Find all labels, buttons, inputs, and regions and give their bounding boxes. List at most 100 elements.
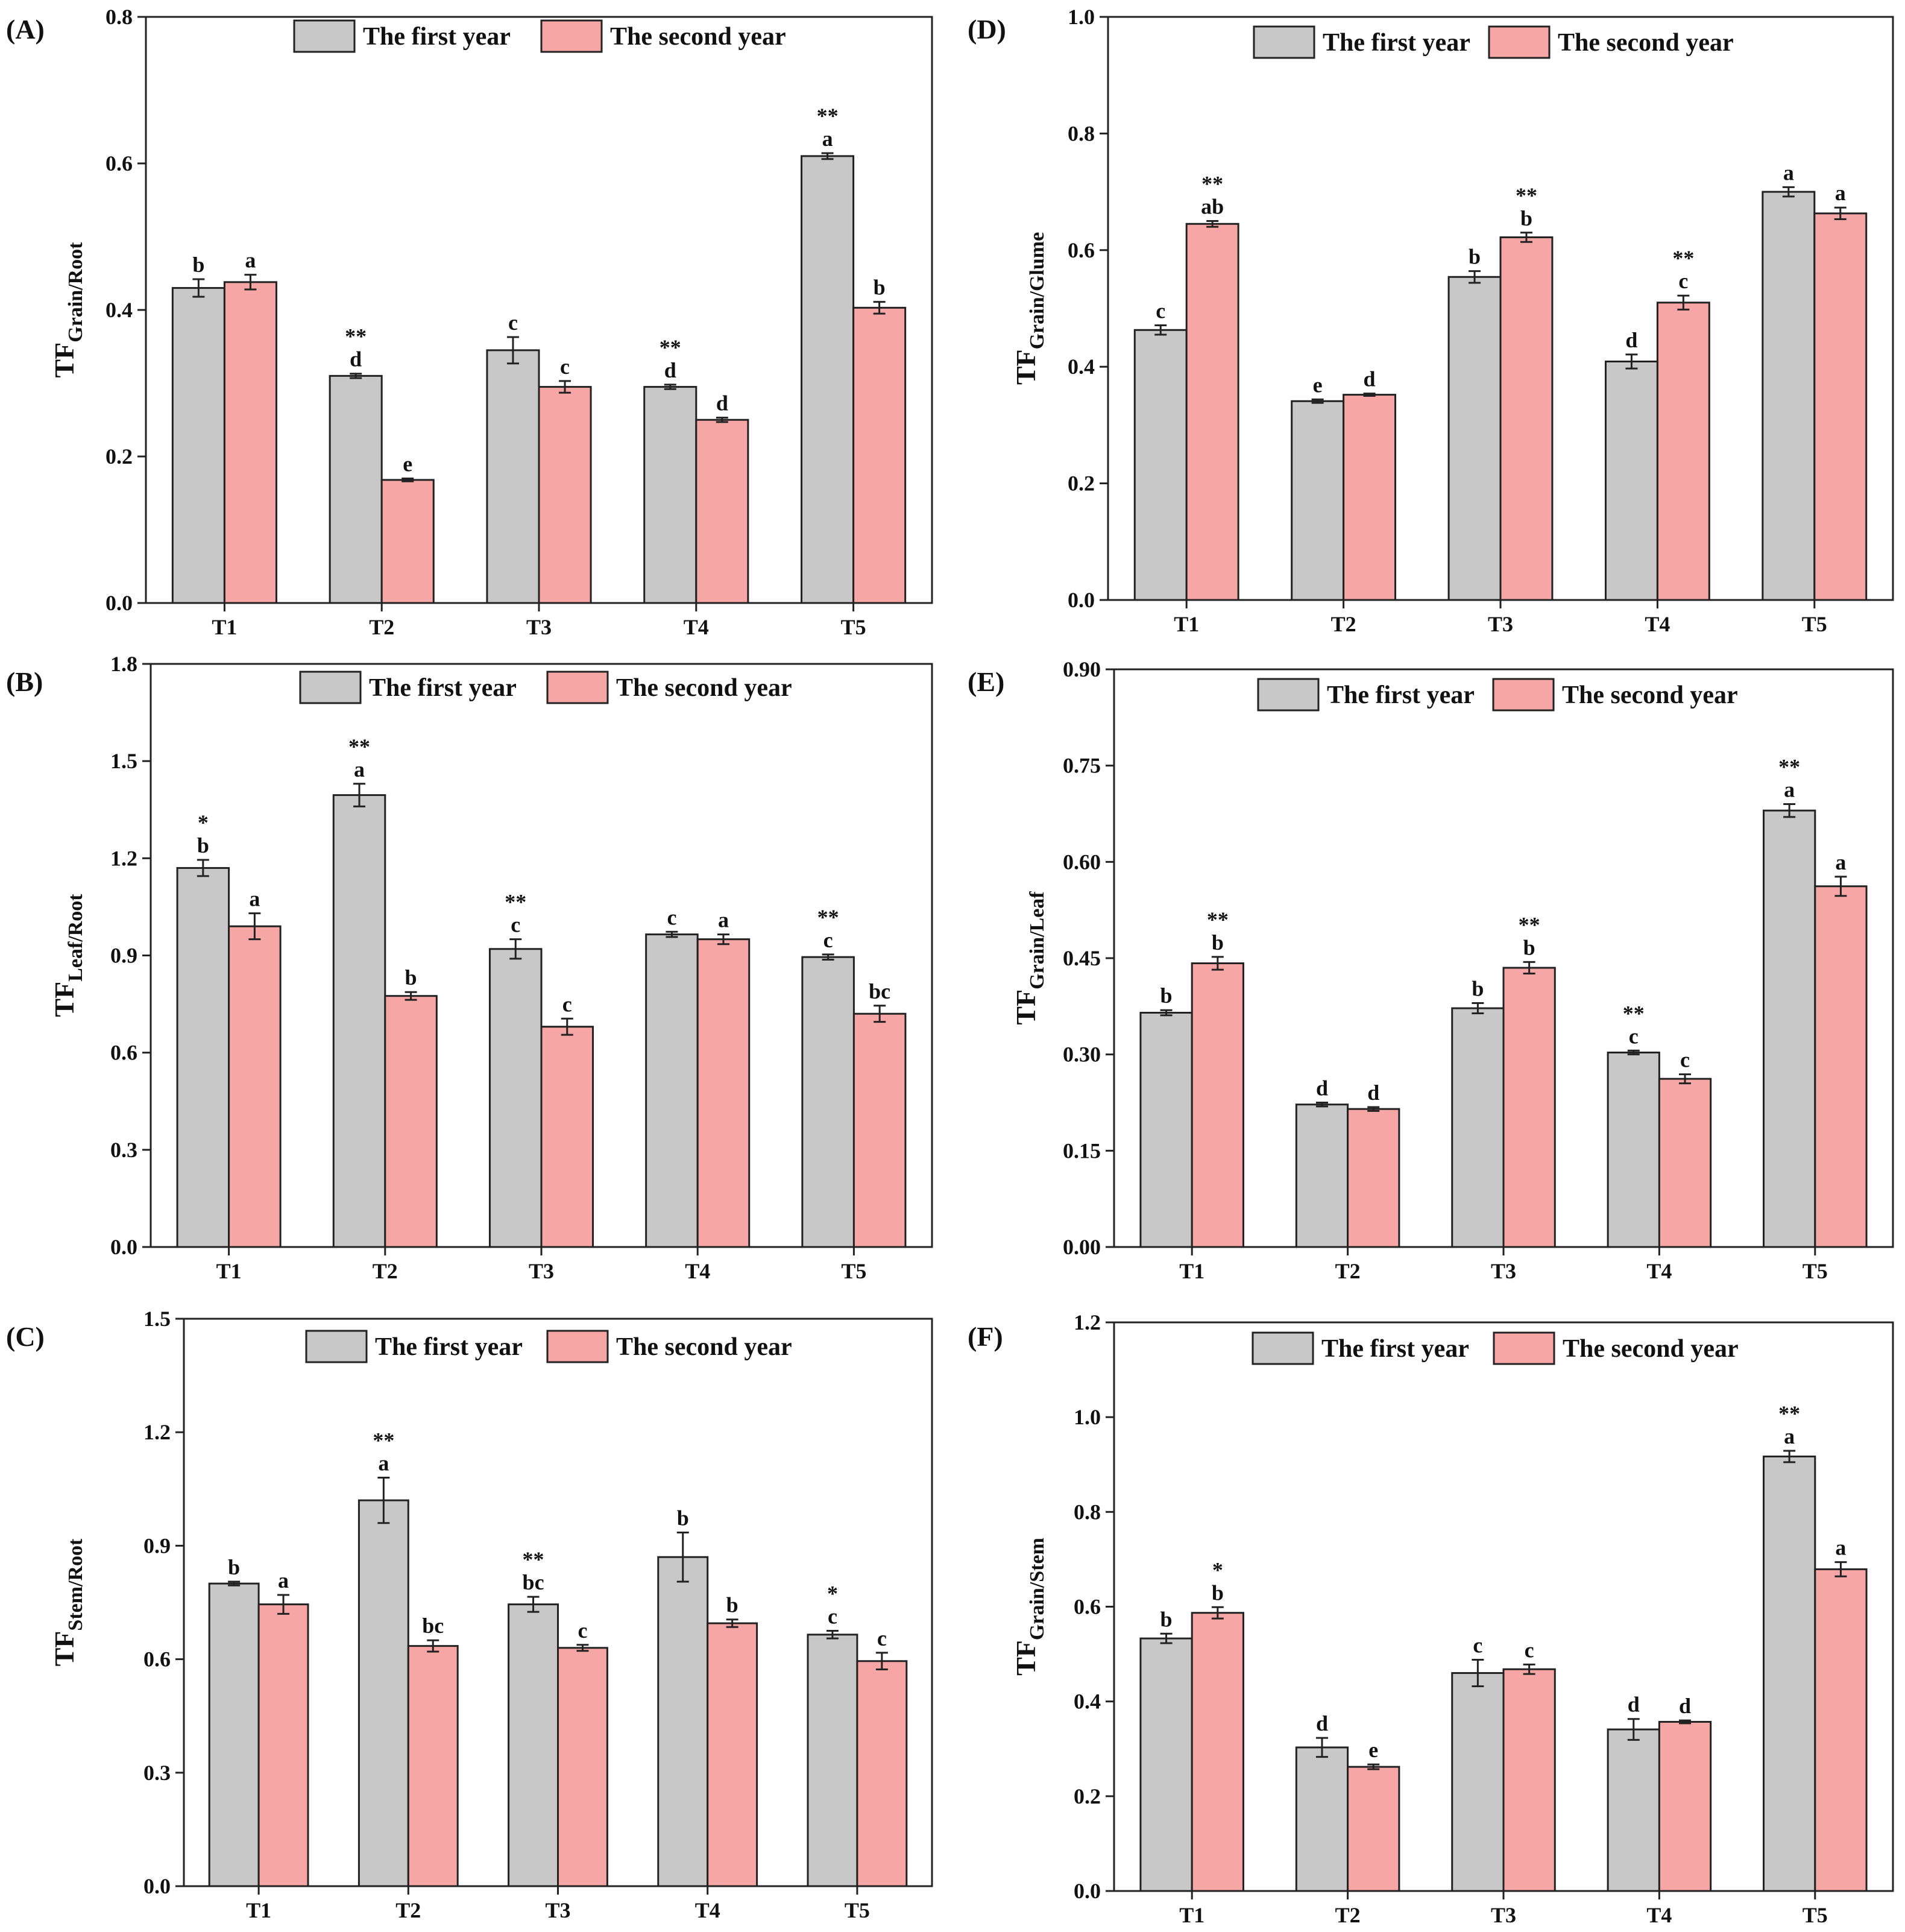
legend-swatch-second-year	[540, 19, 603, 53]
bar-second-year-t5	[852, 1012, 907, 1248]
significance-stars: **	[505, 890, 526, 914]
bar-second-year-t2	[407, 1645, 459, 1887]
y-tick-label: 1.5	[143, 1307, 171, 1331]
legend-label-first-year: The first year	[363, 23, 511, 51]
significance-letter: c	[560, 355, 570, 379]
legend-label-first-year: The first year	[1327, 681, 1475, 709]
bar-first-year-t3	[488, 948, 543, 1248]
plot-frame	[145, 16, 933, 604]
bar-second-year-t2	[1343, 394, 1397, 601]
y-tick-label: 0.30	[1063, 1043, 1101, 1067]
bar-first-year-t3	[1447, 276, 1502, 601]
x-tick-label-t5: T5	[841, 615, 866, 639]
x-tick-label-t5: T5	[841, 1259, 866, 1283]
legend-label-first-year: The first year	[1323, 29, 1470, 57]
x-tick-label-t2: T2	[373, 1259, 398, 1283]
significance-stars: *	[1212, 1558, 1223, 1582]
y-axis-label: TFGrain/Leaf	[1010, 891, 1048, 1025]
y-axis-label-sub: Leaf/Root	[65, 894, 87, 982]
significance-letter: e	[1313, 373, 1323, 397]
significance-letter: d	[1367, 1081, 1379, 1105]
significance-letter: e	[1368, 1738, 1378, 1762]
y-tick-label: 0.8	[1074, 1500, 1101, 1524]
y-tick-label: 0.2	[105, 444, 133, 469]
legend-label-first-year: The first year	[369, 674, 517, 702]
y-tick-label: 1.0	[1068, 5, 1095, 29]
significance-letter: c	[1680, 1048, 1690, 1072]
significance-letter: d	[1628, 1693, 1640, 1717]
x-tick-label-t1: T1	[216, 1259, 242, 1283]
significance-stars: **	[817, 905, 839, 929]
legend-swatch-second-year	[546, 1330, 609, 1363]
y-axis-label-main: TF	[49, 343, 80, 378]
significance-stars: **	[1516, 183, 1537, 207]
bar-first-year-t5	[1763, 809, 1816, 1248]
x-tick-label-t4: T4	[695, 1898, 720, 1922]
bar-first-year-t5	[1763, 1455, 1816, 1892]
legend: The first year The second year	[1257, 678, 1738, 712]
bar-second-year-t2	[384, 995, 438, 1248]
bar-second-year-t5	[852, 306, 907, 604]
y-tick-label: 0.75	[1063, 754, 1101, 778]
bar-first-year-t4	[643, 386, 697, 604]
x-tick-label-t2: T2	[1331, 612, 1356, 636]
x-tick-label-t3: T3	[1491, 1259, 1516, 1283]
y-tick-label: 1.0	[1074, 1405, 1101, 1429]
x-tick-label-t2: T2	[395, 1898, 421, 1922]
significance-letter: a	[718, 908, 729, 932]
y-tick-label: 0.6	[1074, 1595, 1101, 1619]
bar-second-year-t1	[1185, 223, 1239, 601]
significance-letter: ab	[1201, 194, 1224, 218]
bar-first-year-t3	[1451, 1672, 1505, 1892]
y-axis-label: TFStem/Root	[49, 1538, 87, 1666]
legend-swatch-second-year	[1492, 678, 1555, 712]
significance-letter: b	[192, 253, 204, 277]
significance-letter: c	[828, 1605, 837, 1629]
bar-second-year-t3	[538, 386, 592, 604]
significance-stars: **	[1519, 912, 1540, 936]
y-axis-label: TFLeaf/Root	[49, 894, 87, 1017]
legend-label-second-year: The second year	[1563, 1335, 1739, 1363]
y-tick-label: 0.60	[1063, 850, 1101, 874]
legend-swatch-first-year	[1253, 25, 1315, 59]
significance-stars: **	[523, 1547, 544, 1571]
significance-stars: **	[345, 324, 367, 349]
bar-first-year-t2	[329, 374, 383, 604]
y-tick-label: 1.2	[110, 846, 137, 870]
significance-letter: b	[874, 276, 886, 300]
significance-letter: c	[578, 1618, 587, 1643]
y-axis-label-main: TF	[1010, 1640, 1041, 1676]
bar-second-year-t5	[1814, 1568, 1868, 1892]
significance-letter: a	[1783, 160, 1794, 185]
bar-second-year-t2	[380, 479, 435, 604]
bar-first-year-t5	[1762, 191, 1816, 601]
y-axis-label-sub: Grain/Glume	[1026, 232, 1048, 350]
chart-panel-f: (F) 0.0 0.2 0.4 0.6 0.8 1.0 1.2 TFGrain/Stem T1 b b…	[968, 1310, 1894, 1927]
bar-first-year-t3	[508, 1603, 559, 1887]
significance-letter: bc	[523, 1570, 544, 1594]
chart-panel-e: (E) 0.00 0.15 0.30 0.45 0.60 0.75 0.90 TFGrain/L…	[968, 657, 1894, 1283]
bar-second-year-t3	[557, 1647, 608, 1887]
y-axis-label-sub: Stem/Root	[65, 1538, 87, 1631]
bar-second-year-t1	[223, 281, 277, 604]
bar-first-year-t4	[657, 1556, 709, 1887]
significance-letter: c	[1473, 1634, 1482, 1658]
y-tick-label: 0.2	[1074, 1784, 1101, 1808]
y-tick-label: 1.5	[110, 749, 137, 773]
x-tick-label-t3: T3	[1488, 612, 1513, 636]
y-axis-label-main: TF	[49, 982, 80, 1017]
legend: The first year The second year	[299, 671, 792, 704]
significance-letter: b	[405, 965, 417, 990]
panel-label: (B)	[6, 666, 43, 697]
x-tick-label-t3: T3	[529, 1259, 554, 1283]
x-tick-label-t4: T4	[1645, 612, 1670, 636]
bar-second-year-t3	[540, 1026, 594, 1248]
y-tick-label: 0.2	[1068, 472, 1095, 496]
y-tick-label: 0.8	[105, 5, 133, 29]
x-tick-label-t1: T1	[212, 615, 237, 639]
significance-letter: a	[822, 127, 833, 151]
significance-letter: c	[562, 992, 572, 1016]
significance-stars: **	[1207, 908, 1229, 932]
y-tick-label: 0.15	[1063, 1138, 1101, 1163]
y-tick-label: 0.0	[143, 1874, 171, 1898]
